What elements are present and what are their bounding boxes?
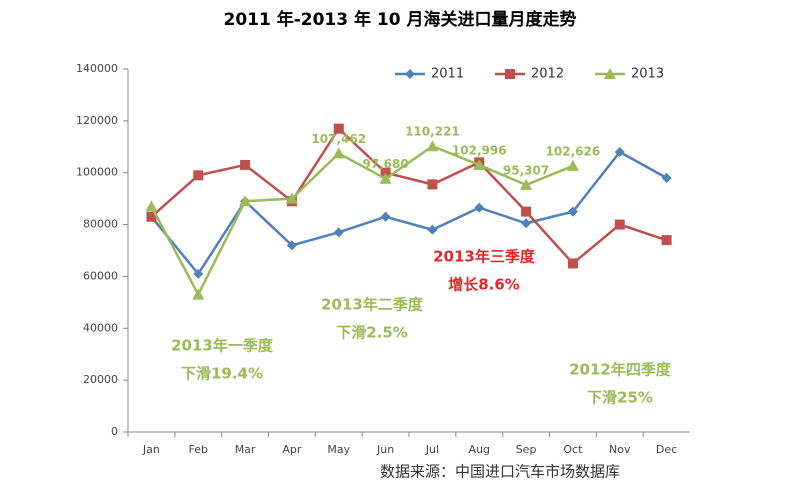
marker bbox=[239, 195, 252, 207]
x-tick-label: Oct bbox=[563, 443, 583, 456]
marker bbox=[240, 159, 251, 170]
marker bbox=[193, 170, 204, 181]
marker bbox=[567, 206, 578, 217]
marker bbox=[405, 69, 415, 79]
x-tick-label: Sep bbox=[516, 443, 537, 456]
marker bbox=[379, 172, 392, 184]
marker bbox=[614, 219, 625, 230]
legend-label: 2011 bbox=[431, 67, 464, 82]
marker bbox=[285, 192, 298, 204]
marker bbox=[473, 158, 486, 170]
y-tick-label: 40000 bbox=[83, 321, 118, 334]
marker bbox=[521, 218, 532, 229]
x-tick-label: Feb bbox=[189, 443, 208, 456]
marker bbox=[193, 268, 204, 279]
x-tick-label: Aug bbox=[469, 443, 490, 456]
series-line bbox=[150, 144, 574, 298]
x-tick-label: May bbox=[327, 443, 350, 456]
annotation: 增长8.6% bbox=[448, 276, 520, 294]
marker bbox=[604, 68, 616, 79]
x-tick-label: Mar bbox=[235, 443, 256, 456]
y-tick-label: 0 bbox=[111, 425, 118, 438]
marker bbox=[505, 69, 515, 79]
x-tick-label: Jan bbox=[142, 443, 160, 456]
marker bbox=[567, 258, 578, 269]
marker bbox=[286, 240, 297, 251]
marker bbox=[380, 167, 391, 178]
marker bbox=[332, 147, 345, 159]
marker bbox=[520, 178, 533, 190]
marker bbox=[426, 140, 439, 152]
marker bbox=[192, 288, 205, 300]
marker bbox=[474, 202, 485, 213]
marker bbox=[146, 211, 157, 222]
annotation: 2013年一季度 bbox=[171, 337, 274, 355]
annotation: 2013年三季度 bbox=[433, 248, 536, 266]
marker bbox=[380, 211, 391, 222]
x-tick-label: Jun bbox=[376, 443, 394, 456]
y-tick-label: 20000 bbox=[83, 373, 118, 386]
annotation: 2013年二季度 bbox=[321, 296, 424, 314]
x-tick-label: Apr bbox=[282, 443, 302, 456]
x-tick-label: Dec bbox=[656, 443, 677, 456]
annotation: 2012年四季度 bbox=[569, 361, 672, 379]
data-label: 107,462 bbox=[311, 132, 366, 146]
marker bbox=[521, 206, 532, 217]
data-label: 110,221 bbox=[405, 125, 460, 139]
data-label: 97,680 bbox=[362, 157, 408, 171]
x-tick-label: Jul bbox=[425, 443, 439, 456]
marker bbox=[427, 179, 438, 190]
source: 数据来源：中国进口汽车市场数据库 bbox=[380, 463, 620, 481]
marker bbox=[145, 200, 158, 212]
y-tick-label: 80000 bbox=[83, 218, 118, 231]
y-tick-label: 140000 bbox=[76, 62, 118, 75]
data-label: 95,307 bbox=[503, 163, 549, 177]
marker bbox=[333, 227, 344, 238]
annotation: 下滑19.4% bbox=[181, 365, 263, 383]
marker bbox=[661, 172, 672, 183]
series-line bbox=[150, 150, 668, 276]
data-label: 102,626 bbox=[546, 144, 601, 158]
series-line bbox=[150, 126, 667, 266]
x-tick-label: Nov bbox=[609, 443, 631, 456]
y-tick-label: 100000 bbox=[76, 166, 118, 179]
legend-label: 2013 bbox=[631, 67, 664, 82]
y-tick-label: 120000 bbox=[76, 114, 118, 127]
data-label: 102,996 bbox=[452, 143, 507, 157]
marker bbox=[427, 224, 438, 235]
marker bbox=[614, 146, 625, 157]
chart-title: 2011 年-2013 年 10 月海关进口量月度走势 bbox=[223, 9, 576, 30]
marker bbox=[661, 235, 672, 246]
marker bbox=[566, 159, 579, 171]
marker bbox=[333, 123, 344, 134]
annotation: 下滑2.5% bbox=[336, 324, 408, 342]
annotation: 下滑25% bbox=[587, 389, 653, 407]
y-tick-label: 60000 bbox=[83, 269, 118, 282]
legend-label: 2012 bbox=[531, 67, 564, 82]
